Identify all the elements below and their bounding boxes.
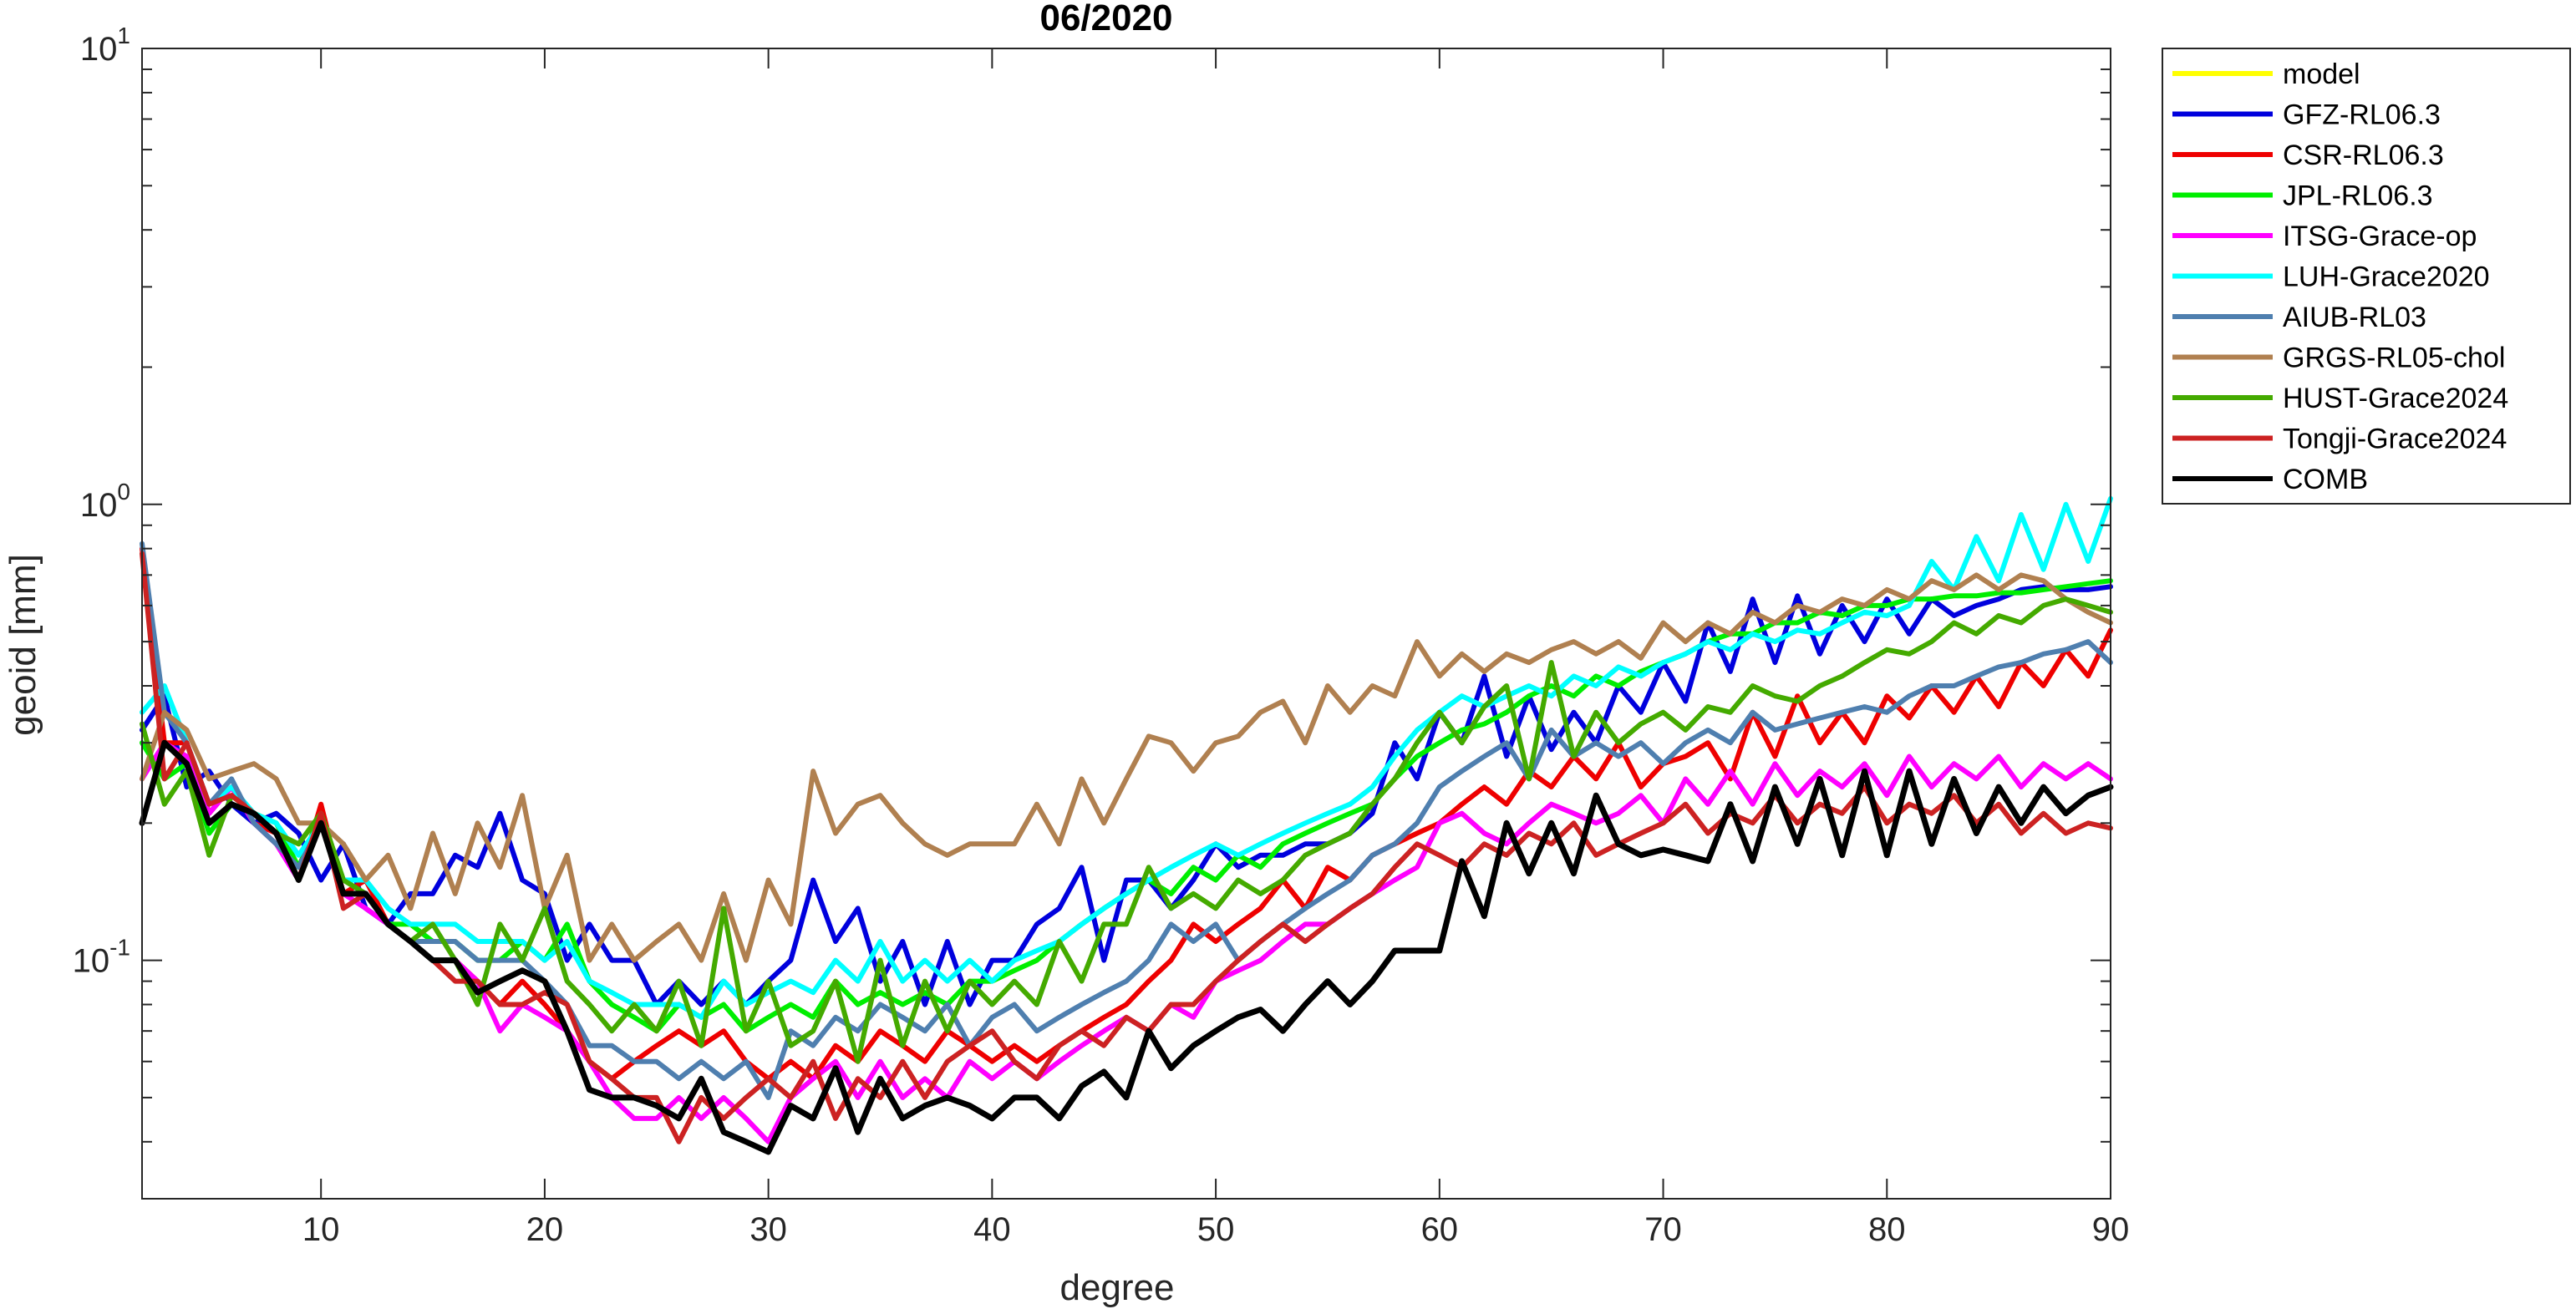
- legend-label: CSR-RL06.3: [2283, 140, 2444, 171]
- legend-label: JPL-RL06.3: [2283, 180, 2433, 212]
- legend-label: AIUB-RL03: [2283, 302, 2426, 333]
- legend-label: GRGS-RL05-chol: [2283, 342, 2505, 374]
- y-tick-label: 101: [80, 23, 130, 68]
- legend-label: GFZ-RL06.3: [2283, 99, 2441, 131]
- x-tick-label: 70: [1644, 1211, 1682, 1248]
- y-tick-label: 100: [80, 479, 130, 524]
- plot-frame: [141, 48, 2111, 1200]
- x-tick-label: 40: [973, 1211, 1011, 1248]
- y-tick-label: 10-1: [73, 935, 130, 980]
- y-axis-label: geoid [mm]: [3, 554, 43, 736]
- x-tick-label: 20: [526, 1211, 564, 1248]
- x-tick-label: 50: [1197, 1211, 1235, 1248]
- series-line-hust-grace2024: [140, 596, 2113, 1064]
- x-tick-label: 80: [1868, 1211, 1906, 1248]
- x-tick-label: 30: [749, 1211, 787, 1248]
- y-axis: 10-1 100 101: [73, 23, 2111, 1200]
- x-tick-label: 10: [302, 1211, 340, 1248]
- x-tick-label: 60: [1421, 1211, 1459, 1248]
- series-line-comb: [139, 739, 2114, 1155]
- legend-label: LUH-Grace2020: [2283, 261, 2490, 293]
- legend-label: COMB: [2283, 464, 2368, 495]
- legend-label: Tongji-Grace2024: [2283, 424, 2507, 455]
- x-axis: 10 20 30 40 50 60 70 80 90: [302, 48, 2129, 1248]
- x-axis-label: degree: [1059, 1267, 1174, 1308]
- chart-title: 06/2020: [1039, 0, 1172, 38]
- series-layer: [139, 495, 2114, 1155]
- series-line-aiub-rl03: [140, 540, 2113, 1100]
- series-line-grgs-rl05-chol: [140, 572, 2113, 963]
- legend-label: ITSG-Grace-op: [2283, 221, 2477, 252]
- x-tick-label: 90: [2092, 1211, 2130, 1248]
- legend: model GFZ-RL06.3 CSR-RL06.3 JPL-RL06.3 ITSG-…: [2162, 48, 2571, 505]
- series-line-luh-grace2020: [140, 495, 2113, 1020]
- legend-label: HUST-Grace2024: [2283, 383, 2508, 414]
- legend-label: model: [2283, 58, 2360, 90]
- plot-background: [142, 48, 2111, 1199]
